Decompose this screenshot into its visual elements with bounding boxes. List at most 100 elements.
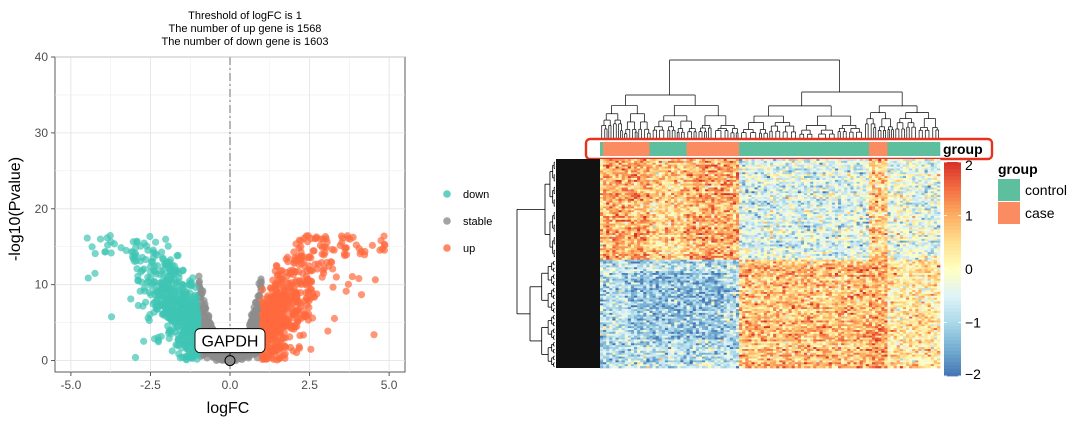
legend-key-up: [443, 244, 451, 252]
point-stable: [201, 321, 209, 329]
point-down: [182, 355, 190, 363]
point-up: [271, 321, 280, 329]
point-up: [292, 295, 301, 303]
point-up: [295, 344, 304, 352]
x-tick-label: -5.0: [61, 378, 82, 392]
point-up: [377, 236, 385, 245]
point-up: [319, 266, 327, 274]
point-down: [122, 246, 130, 255]
point-up: [348, 273, 356, 281]
point-up: [289, 266, 297, 274]
point-up: [259, 285, 267, 294]
point-down: [176, 298, 184, 306]
point-stable: [195, 272, 203, 280]
point-down: [127, 295, 135, 303]
row-dendrogram-leaves: [556, 159, 600, 368]
point-down: [165, 326, 173, 335]
point-down: [129, 248, 137, 256]
point-up: [303, 267, 311, 275]
point-down: [174, 251, 182, 260]
point-down: [175, 336, 183, 345]
point-up: [307, 345, 315, 353]
x-tick-label: 5.0: [381, 378, 398, 392]
group-segment-control: [887, 142, 941, 156]
point-down: [91, 269, 99, 277]
point-up: [330, 314, 339, 323]
point-up: [267, 311, 275, 319]
volcano-legend: down stable up: [443, 189, 492, 255]
volcano-y-label: -log10(Pvalue): [7, 157, 24, 261]
point-up: [344, 280, 352, 288]
point-up: [269, 276, 277, 284]
point-down: [156, 270, 164, 279]
point-stable: [212, 356, 221, 364]
volcano-plot: Threshold of logFC is 1 The number of up…: [7, 10, 492, 417]
point-down: [101, 248, 109, 256]
point-down: [160, 279, 168, 287]
point-up: [293, 280, 302, 288]
point-up: [311, 260, 319, 268]
point-up: [300, 234, 308, 242]
legend-label-stable: stable: [463, 216, 492, 228]
point-down: [179, 267, 187, 275]
point-down: [146, 232, 154, 241]
point-up: [276, 270, 285, 279]
point-down: [84, 274, 92, 282]
point-up: [357, 291, 366, 299]
point-down: [129, 255, 137, 263]
point-up: [342, 287, 350, 295]
point-up: [291, 258, 299, 266]
point-up: [360, 251, 369, 259]
legend-key-stable: [443, 217, 451, 225]
point-up: [295, 244, 303, 252]
point-down: [184, 303, 192, 311]
point-up: [273, 262, 281, 270]
point-down: [178, 285, 186, 293]
point-up: [293, 308, 301, 316]
point-down: [151, 238, 160, 246]
point-up: [316, 241, 325, 249]
point-down: [143, 278, 151, 287]
point-up: [285, 286, 294, 294]
point-down: [158, 248, 166, 256]
point-up: [306, 294, 315, 303]
point-down: [140, 337, 148, 345]
point-up: [277, 296, 285, 304]
point-up: [268, 339, 277, 348]
point-down: [91, 249, 99, 258]
y-tick-label: 30: [35, 126, 49, 140]
point-down: [140, 287, 149, 295]
gapdh-point: [224, 355, 236, 367]
y-tick-label: 40: [35, 50, 49, 64]
row-dendrogram: [516, 159, 600, 368]
point-up: [308, 314, 317, 322]
point-up: [310, 247, 318, 255]
y-tick-label: 0: [41, 354, 48, 368]
point-down: [153, 303, 161, 311]
volcano-title-line-3: The number of down gene is 1603: [162, 36, 329, 48]
point-down: [138, 253, 146, 262]
point-down: [96, 235, 105, 243]
volcano-y-ticks: 0 10 20 30 40: [35, 50, 55, 368]
point-down: [137, 268, 145, 276]
point-up: [336, 241, 344, 249]
point-up: [340, 250, 348, 258]
point-up: [272, 286, 280, 294]
point-down: [173, 322, 181, 330]
point-down: [149, 246, 157, 254]
point-up: [368, 241, 377, 249]
volcano-x-ticks: -5.0 -2.5 0.0 2.5 5.0: [61, 372, 398, 392]
point-down: [168, 347, 176, 355]
group-segment-control: [649, 142, 687, 156]
group-bar-label: group: [943, 141, 983, 157]
group-segment-case: [603, 142, 650, 156]
column-dendrogram: [601, 59, 940, 140]
point-up: [263, 355, 271, 363]
point-down: [141, 298, 150, 306]
heatmap-cells: [600, 159, 941, 369]
point-up: [321, 232, 330, 241]
point-up: [275, 327, 283, 335]
point-up: [332, 273, 340, 281]
point-up: [318, 273, 326, 281]
x-tick-label: 0.0: [222, 378, 239, 392]
